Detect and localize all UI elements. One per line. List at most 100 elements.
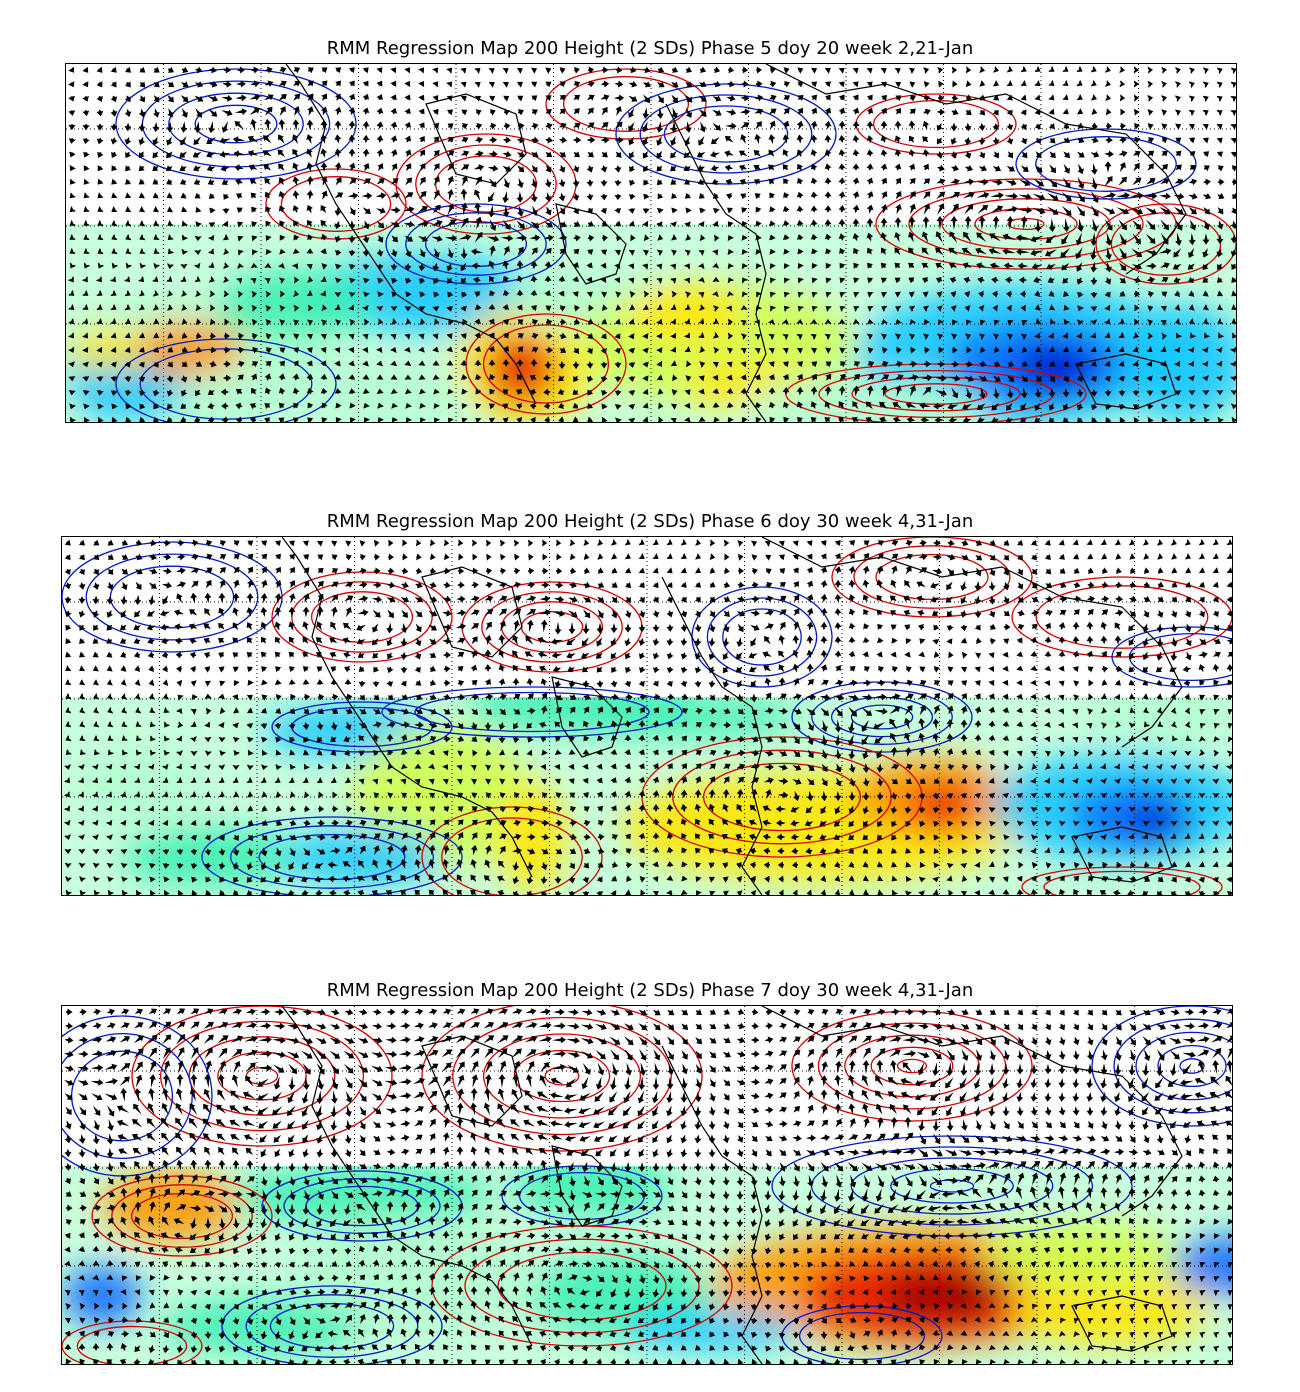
wind-arrow — [78, 791, 84, 798]
coastlines — [281, 537, 1183, 895]
wind-arrow — [947, 567, 955, 576]
wind-arrow — [104, 1063, 118, 1071]
wind-arrow — [358, 750, 365, 757]
wind-arrow — [288, 834, 297, 841]
wind-arrow — [288, 621, 295, 631]
wind-arrow — [1226, 806, 1232, 812]
wind-arrow — [1144, 207, 1157, 215]
wind-arrow — [937, 333, 944, 340]
wind-arrow — [643, 290, 650, 298]
wind-arrow — [615, 66, 623, 74]
wind-arrow — [486, 235, 500, 243]
wind-arrow — [611, 609, 618, 619]
wind-arrow — [680, 596, 687, 603]
wind-arrow — [852, 177, 860, 185]
wind-arrow — [1003, 1023, 1010, 1031]
wind-arrow — [709, 553, 716, 561]
wind-arrow — [721, 834, 729, 840]
wind-arrow — [737, 540, 744, 547]
wind-arrow — [301, 861, 309, 870]
wind-arrow — [346, 791, 352, 799]
wind-arrow — [657, 388, 664, 395]
wind-arrow — [726, 402, 734, 408]
wind-arrow — [1016, 637, 1023, 644]
wind-arrow — [181, 66, 189, 74]
wind-arrow — [713, 80, 721, 88]
wind-arrow — [708, 637, 716, 647]
wind-arrow — [334, 162, 342, 172]
wind-arrow — [797, 81, 804, 88]
wind-arrow — [960, 595, 967, 604]
wind-arrow — [768, 178, 775, 185]
wind-arrow — [191, 1060, 199, 1074]
wind-arrow — [726, 361, 733, 368]
wind-arrow — [345, 606, 352, 618]
wind-arrow — [433, 291, 440, 298]
wind-arrow — [166, 403, 173, 410]
wind-arrow — [444, 234, 458, 242]
wind-arrow — [919, 704, 927, 716]
wind-arrow — [750, 788, 758, 800]
wind-arrow — [866, 333, 873, 340]
wind-arrow — [293, 319, 300, 326]
wind-arrow — [670, 249, 677, 256]
wind-arrow — [587, 402, 594, 409]
wind-arrow — [1217, 318, 1224, 325]
wind-arrow — [657, 193, 664, 200]
wind-arrow — [1034, 80, 1041, 86]
wind-arrow — [167, 95, 174, 103]
wind-arrow — [573, 248, 580, 255]
wind-arrow — [1147, 108, 1154, 116]
wind-arrow — [356, 624, 366, 631]
wind-arrow — [656, 277, 663, 284]
wind-arrow — [904, 806, 912, 814]
wind-arrow — [404, 306, 412, 312]
wind-arrow — [825, 347, 832, 354]
wind-arrow — [1230, 390, 1236, 396]
wind-arrow — [1128, 693, 1136, 700]
wind-arrow — [1170, 637, 1178, 647]
wind-arrow — [1044, 736, 1051, 743]
wind-arrow — [488, 359, 496, 367]
wind-arrow — [1119, 290, 1126, 297]
wind-arrow — [615, 220, 622, 227]
wind-arrow — [540, 875, 548, 885]
wind-arrow — [1030, 735, 1037, 742]
wind-arrow — [527, 764, 534, 771]
wind-arrow — [232, 862, 240, 870]
wind-arrow — [524, 1021, 538, 1029]
wind-arrow — [261, 666, 268, 673]
wind-arrow — [1048, 123, 1055, 130]
wind-arrow — [722, 890, 729, 895]
wind-arrow — [1101, 1036, 1108, 1046]
wind-arrow — [1118, 150, 1128, 158]
wind-arrow — [778, 889, 784, 895]
wind-arrow — [1077, 136, 1085, 144]
wind-arrow — [405, 417, 412, 422]
wind-arrow — [838, 94, 845, 101]
wind-arrow — [1230, 360, 1236, 367]
wind-arrow — [390, 374, 398, 380]
wind-arrow — [372, 708, 381, 715]
wind-arrow — [1003, 1009, 1010, 1016]
wind-arrow — [681, 693, 689, 701]
wind-arrow — [736, 788, 744, 800]
wind-arrow — [303, 819, 311, 827]
wind-arrow — [694, 818, 701, 826]
wind-arrow — [64, 1036, 74, 1044]
wind-arrow — [442, 889, 449, 895]
wind-arrow — [372, 680, 380, 688]
wind-arrow — [1188, 403, 1196, 410]
wind-arrow — [1188, 178, 1198, 186]
wind-arrow — [839, 347, 846, 354]
wind-arrow — [431, 235, 443, 242]
wind-arrow — [544, 136, 553, 144]
wind-arrow — [1217, 304, 1224, 311]
wind-arrow — [540, 581, 550, 589]
wind-arrow — [515, 234, 527, 242]
wind-arrow — [279, 333, 286, 340]
wind-arrow — [834, 733, 842, 747]
wind-arrow — [189, 609, 198, 616]
wind-arrow — [586, 136, 596, 144]
wind-arrow — [1072, 1009, 1079, 1016]
